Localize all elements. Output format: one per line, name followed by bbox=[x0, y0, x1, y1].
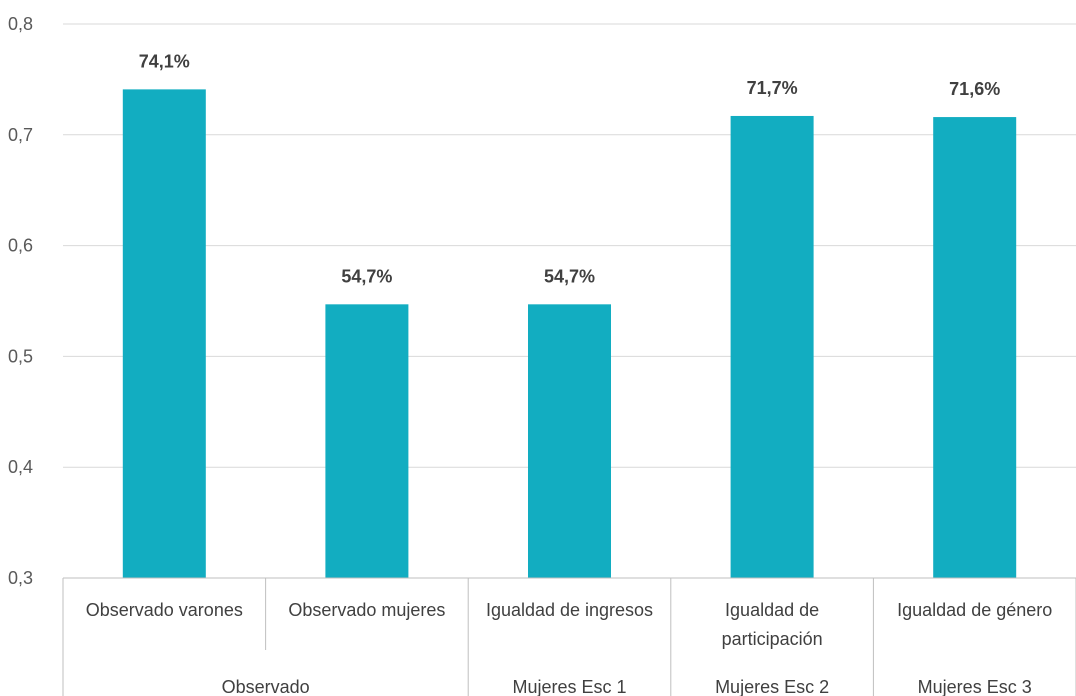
y-tick-label: 0,4 bbox=[8, 457, 33, 477]
x-group-label: Mujeres Esc 3 bbox=[918, 677, 1032, 696]
y-axis-ticks: 0,3 0,4 0,5 0,6 0,7 0,8 bbox=[8, 14, 33, 588]
bars bbox=[122, 89, 1017, 579]
x-category-label: Igualdad de bbox=[725, 600, 819, 620]
x-category-label: Igualdad de género bbox=[897, 600, 1052, 620]
x-category-label: Igualdad de ingresos bbox=[486, 600, 653, 620]
x-category-label: Observado varones bbox=[86, 600, 243, 620]
x-group-label: Observado bbox=[222, 677, 310, 696]
x-group-label: Mujeres Esc 1 bbox=[512, 677, 626, 696]
y-tick-label: 0,7 bbox=[8, 125, 33, 145]
y-tick-label: 0,5 bbox=[8, 346, 33, 366]
bar bbox=[528, 304, 611, 578]
bar bbox=[122, 89, 206, 578]
y-tick-label: 0,8 bbox=[8, 14, 33, 34]
data-label: 71,6% bbox=[949, 79, 1000, 99]
data-label: 74,1% bbox=[139, 51, 190, 71]
y-tick-label: 0,6 bbox=[8, 236, 33, 256]
data-label: 54,7% bbox=[341, 266, 392, 286]
x-category-label: participación bbox=[722, 629, 823, 649]
bar bbox=[730, 115, 814, 579]
data-labels: 74,1% 54,7% 54,7% 71,7% 71,6% bbox=[139, 51, 1000, 286]
data-label: 71,7% bbox=[747, 78, 798, 98]
y-tick-label: 0,3 bbox=[8, 568, 33, 588]
x-category-label: Observado mujeres bbox=[288, 600, 445, 620]
bar bbox=[933, 117, 1017, 579]
gridlines bbox=[63, 23, 1076, 468]
x-axis: Observado varones Observado mujeres Iguald… bbox=[62, 577, 1076, 696]
bar bbox=[325, 304, 409, 578]
data-label: 54,7% bbox=[544, 266, 595, 286]
x-group-label: Mujeres Esc 2 bbox=[715, 677, 829, 696]
